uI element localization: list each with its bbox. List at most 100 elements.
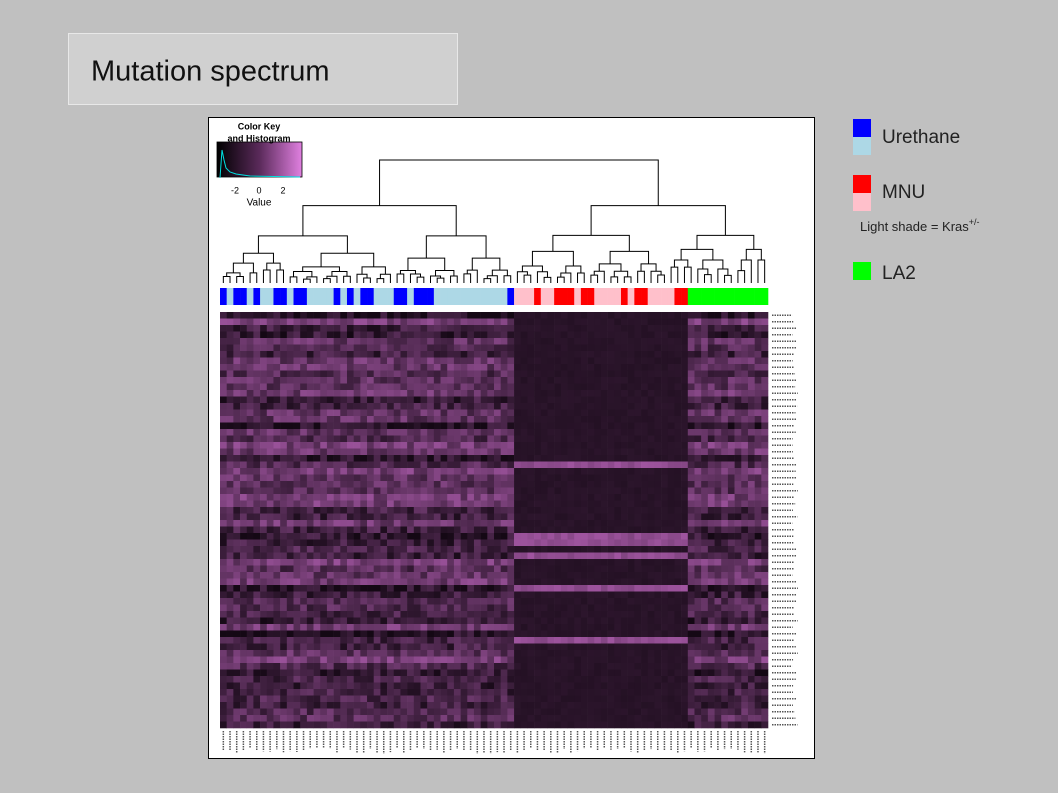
heatmap-cell [427, 331, 435, 339]
heatmap-cell [667, 539, 675, 547]
heatmap-cell [387, 422, 395, 430]
heatmap-cell [587, 409, 595, 417]
heatmap-cell [393, 481, 401, 488]
heatmap-cell [607, 559, 615, 566]
heatmap-cell [540, 682, 548, 690]
heatmap-cell [661, 520, 669, 527]
heatmap-cell [400, 338, 408, 345]
heatmap-cell [326, 416, 334, 423]
heatmap-cell [353, 630, 361, 638]
heatmap-cell [333, 429, 341, 436]
heatmap-cell [674, 461, 682, 469]
heatmap-cell [233, 455, 241, 462]
heatmap-cell [326, 643, 334, 651]
heatmap-cell [540, 676, 548, 683]
heatmap-cell [707, 409, 715, 417]
heatmap-cell [580, 481, 588, 488]
heatmap-cell [707, 669, 715, 677]
heatmap-cell [741, 624, 749, 631]
heatmap-cell [233, 468, 241, 475]
heatmap-cell [253, 494, 261, 501]
heatmap-cell [614, 500, 622, 508]
heatmap-cell [360, 396, 368, 404]
heatmap-cell [607, 429, 615, 436]
heatmap-cell [654, 682, 662, 690]
heatmap-cell [661, 611, 669, 618]
heatmap-cell [701, 598, 709, 605]
heatmap-cell [413, 526, 421, 534]
heatmap-cell [240, 448, 248, 456]
heatmap-cell [587, 611, 595, 618]
heatmap-cell [326, 325, 334, 332]
heatmap-cell [226, 624, 234, 631]
heatmap-cell [707, 611, 715, 618]
heatmap-cell [620, 624, 628, 631]
heatmap-cell [627, 474, 635, 482]
heatmap-cell [240, 533, 248, 540]
heatmap-cell [507, 325, 515, 332]
heatmap-cell [467, 676, 475, 683]
heatmap-cell [300, 682, 308, 690]
heatmap-cell [286, 318, 294, 326]
heatmap-cell [761, 429, 769, 436]
heatmap-cell [340, 585, 348, 592]
heatmap-cell [641, 474, 649, 482]
heatmap-cell [373, 565, 381, 573]
heatmap-cell [300, 695, 308, 703]
heatmap-cell [587, 572, 595, 579]
heatmap-cell [761, 370, 769, 378]
heatmap-cell [253, 455, 261, 462]
heatmap-cell [661, 448, 669, 456]
heatmap-cell [607, 351, 615, 358]
heatmap-cell [674, 318, 682, 326]
heatmap-cell [654, 520, 662, 527]
heatmap-cell [641, 552, 649, 560]
heatmap-cell [587, 604, 595, 612]
heatmap-cell [253, 390, 261, 397]
heatmap-cell [574, 663, 582, 670]
heatmap-cell [266, 669, 274, 677]
heatmap-cell [614, 539, 622, 547]
heatmap-cell [674, 429, 682, 436]
heatmap-cell [420, 507, 428, 514]
heatmap-cell [500, 598, 508, 605]
sample-bar [654, 288, 662, 305]
heatmap-cell [286, 448, 294, 456]
heatmap-cell [620, 422, 628, 430]
heatmap-cell [447, 312, 455, 319]
heatmap-cell [440, 559, 448, 566]
heatmap-cell [547, 377, 555, 384]
heatmap-cell [701, 520, 709, 527]
heatmap-cell [346, 487, 354, 495]
heatmap-cell [413, 643, 421, 651]
heatmap-cell [687, 552, 695, 560]
heatmap-cell [520, 689, 528, 696]
heatmap-cell [727, 598, 735, 605]
heatmap-cell [266, 422, 274, 430]
heatmap-cell [567, 507, 575, 514]
heatmap-cell [266, 325, 274, 332]
heatmap-cell [741, 370, 749, 378]
heatmap-cell [654, 468, 662, 475]
heatmap-cell [460, 325, 468, 332]
heatmap-cell [467, 695, 475, 703]
heatmap-cell [306, 396, 314, 404]
heatmap-cell [600, 585, 608, 592]
heatmap-cell [514, 494, 522, 501]
heatmap-cell [701, 507, 709, 514]
heatmap-cell [527, 682, 535, 690]
heatmap-cell [220, 377, 227, 384]
heatmap-cell [681, 351, 689, 358]
heatmap-cell [667, 617, 675, 625]
heatmap-cell [393, 409, 401, 417]
heatmap-cell [293, 403, 301, 410]
heatmap-cell [253, 565, 261, 573]
heatmap-cell [714, 546, 722, 553]
heatmap-cell [721, 663, 729, 670]
heatmap-cell [273, 312, 281, 319]
heatmap-cell [614, 552, 622, 560]
heatmap-cell [340, 331, 348, 339]
heatmap-cell [226, 487, 234, 495]
heatmap-cell [240, 422, 248, 430]
heatmap-cell [453, 487, 461, 495]
